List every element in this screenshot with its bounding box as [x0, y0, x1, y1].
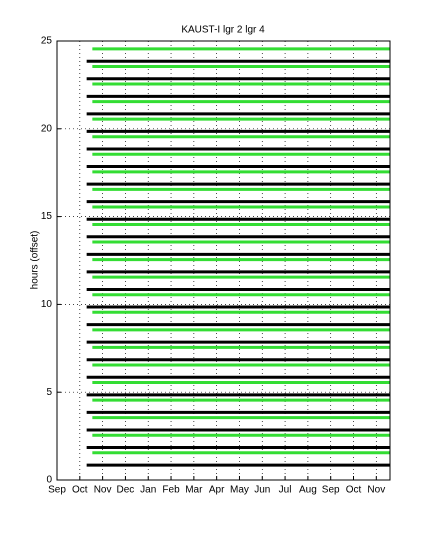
- y-tick-label: 25: [41, 36, 53, 47]
- x-tick-label: Dec: [117, 485, 135, 496]
- y-tick-label: 5: [46, 387, 52, 398]
- x-tick-label: Aug: [299, 485, 317, 496]
- y-tick-label: 0: [46, 475, 52, 486]
- x-tick-label: Feb: [162, 485, 180, 496]
- x-tick-label: Jan: [140, 485, 156, 496]
- x-tick-label: Sep: [48, 485, 66, 496]
- y-axis-label: hours (offset): [30, 231, 41, 290]
- x-tick-label: May: [230, 485, 249, 496]
- plot-frame: [56, 40, 391, 481]
- x-tick-label: Jun: [254, 485, 270, 496]
- y-tick-label: 10: [41, 299, 53, 310]
- x-tick-label: Apr: [209, 485, 225, 496]
- x-tick-label: Mar: [185, 485, 203, 496]
- y-tick-label: 15: [41, 211, 53, 222]
- x-tick-label: Oct: [72, 485, 88, 496]
- y-tick-label: 20: [41, 123, 53, 134]
- x-tick-label: Oct: [346, 485, 362, 496]
- chart-title: KAUST-I lgr 2 lgr 4: [181, 25, 265, 36]
- x-tick-label: Sep: [322, 485, 340, 496]
- x-tick-label: Jul: [279, 485, 292, 496]
- x-tick-label: Nov: [367, 485, 385, 496]
- x-tick-label: Nov: [94, 485, 112, 496]
